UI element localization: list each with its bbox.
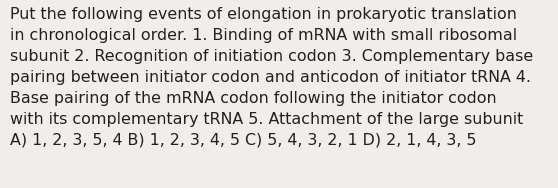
Text: Put the following events of elongation in prokaryotic translation
in chronologic: Put the following events of elongation i… [10,7,533,148]
